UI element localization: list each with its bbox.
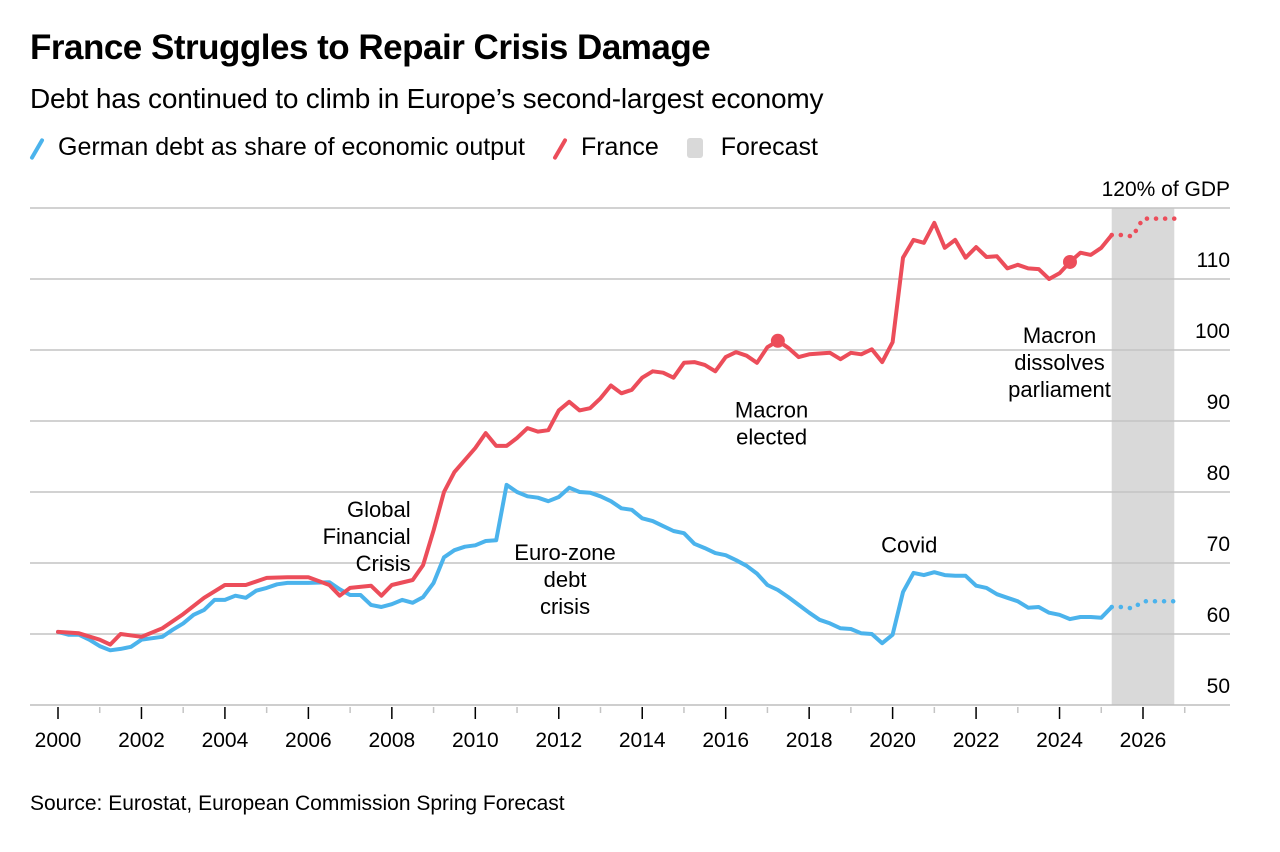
x-tick-label-2002: 2002 <box>118 729 165 752</box>
annotation-line: crisis <box>540 594 590 619</box>
annotation-line: Covid <box>881 532 937 557</box>
annotation-euro: Euro-zone debt crisis <box>514 540 616 619</box>
annotation-line: Macron <box>735 397 808 422</box>
x-tick-label-2014: 2014 <box>619 729 666 752</box>
annotation-line: Financial <box>323 524 411 549</box>
annotation-line: Global <box>347 497 411 522</box>
annotation-line: dissolves <box>1014 350 1104 375</box>
annotation-line: Euro-zone <box>514 540 616 565</box>
y-tick-label-120: 120% of GDP <box>1102 178 1230 201</box>
forecast-line-germany <box>1109 599 1177 611</box>
y-tick-label-90: 90 <box>1207 391 1230 414</box>
forecast-line-france <box>1109 216 1177 239</box>
x-tick-label-2012: 2012 <box>535 729 582 752</box>
y-tick-label-80: 80 <box>1207 462 1230 485</box>
x-tick-label-2018: 2018 <box>786 729 833 752</box>
annotation-line: Macron <box>1023 323 1096 348</box>
y-tick-label-110: 110 <box>1197 249 1230 272</box>
legend-label-france: France <box>580 133 659 161</box>
x-tick-label-2010: 2010 <box>452 729 499 752</box>
source-note: Source: Eurostat, European Commission Sp… <box>30 792 565 815</box>
legend-box-icon-forecast <box>686 137 703 158</box>
legend-item-france: France <box>553 133 659 162</box>
annotation-line: Crisis <box>356 551 411 576</box>
x-tick-label-2022: 2022 <box>953 729 1000 752</box>
annotation-covid: Covid <box>881 532 937 557</box>
x-tick-label-2004: 2004 <box>202 729 249 752</box>
y-tick-label-70: 70 <box>1207 533 1230 556</box>
annotation-gfc: Global Financial Crisis <box>323 497 411 576</box>
legend-item-germany: German debt as share of economic output <box>30 133 525 162</box>
x-tick-label-2006: 2006 <box>285 729 332 752</box>
x-tick-label-2008: 2008 <box>368 729 415 752</box>
annotation-line: parliament <box>1008 377 1111 402</box>
event-marker-2 <box>1062 254 1077 269</box>
event-marker-1 <box>770 333 785 348</box>
x-tick-label-2026: 2026 <box>1120 729 1167 752</box>
legend-label-germany: German debt as share of economic output <box>58 133 525 161</box>
x-tick-label-2000: 2000 <box>35 729 82 752</box>
x-tick-label-2016: 2016 <box>702 729 749 752</box>
x-tick-label-2024: 2024 <box>1036 729 1083 752</box>
x-tick-label-2020: 2020 <box>869 729 916 752</box>
annotation-line: elected <box>736 424 807 449</box>
y-tick-label-100: 100 <box>1195 320 1230 343</box>
annotation-line: debt <box>544 567 587 592</box>
y-tick-label-60: 60 <box>1207 604 1230 627</box>
forecast-band <box>1111 208 1175 705</box>
y-tick-label-50: 50 <box>1207 675 1230 698</box>
series-line-germany <box>56 482 1114 653</box>
legend: German debt as share of economic output … <box>30 133 846 162</box>
annotation-macron-elected: Macron elected <box>735 397 808 449</box>
legend-label-forecast: Forecast <box>720 133 819 161</box>
chart-subtitle: Debt has continued to climb in Europe’s … <box>30 83 824 114</box>
annotation-macron-dissolves: Macron dissolves parliament <box>1008 323 1111 402</box>
chart-title: France Struggles to Repair Crisis Damage <box>30 28 711 67</box>
series-line-france <box>56 220 1114 647</box>
legend-item-forecast: Forecast <box>686 133 819 162</box>
